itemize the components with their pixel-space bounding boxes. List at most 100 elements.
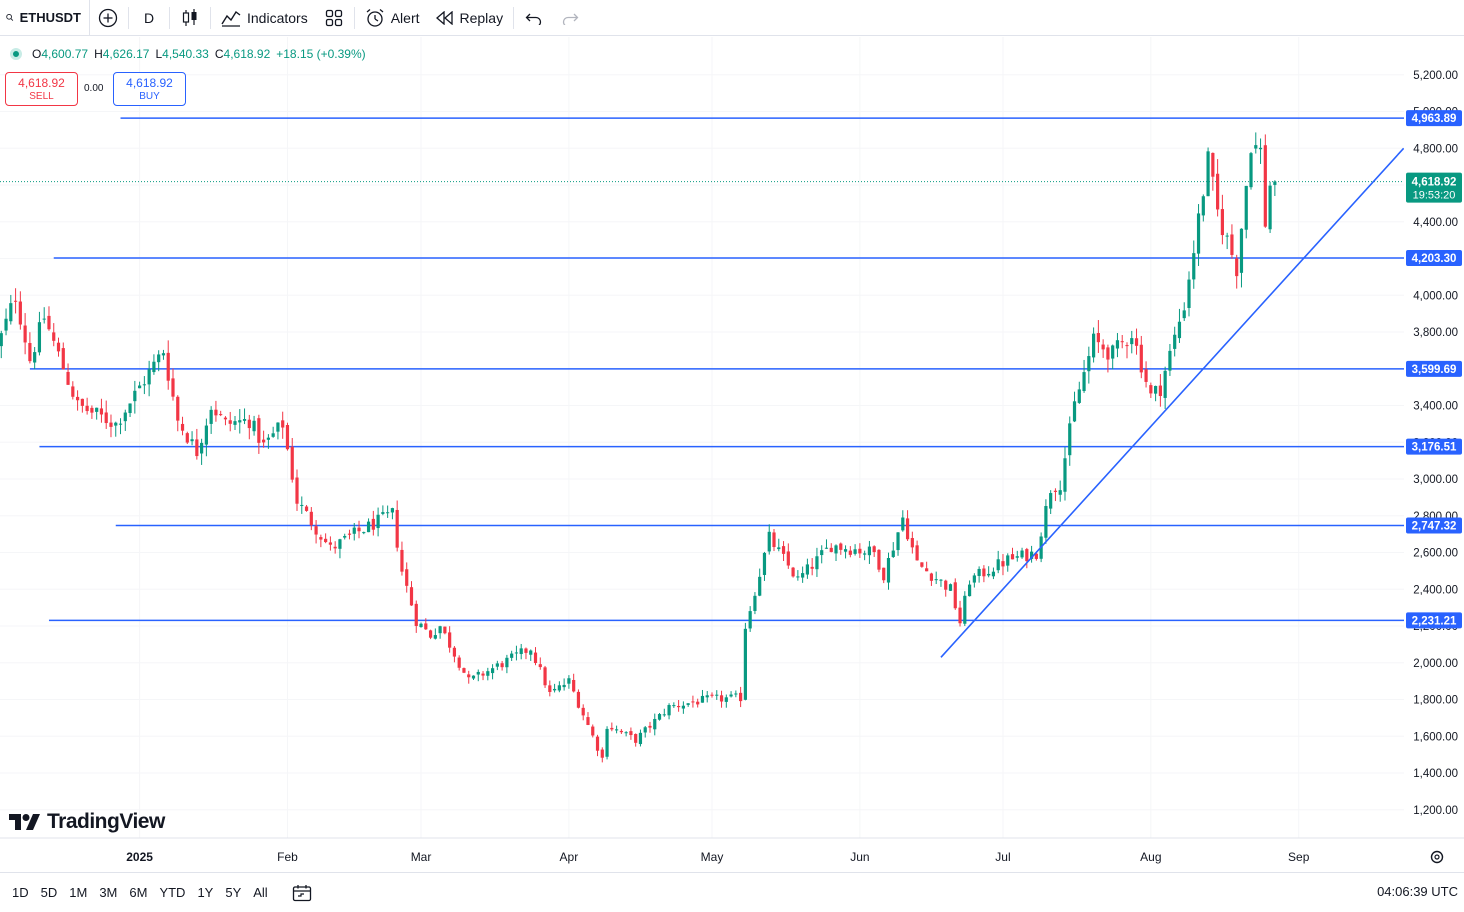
candle [362, 531, 366, 535]
candle [777, 538, 781, 552]
candle [75, 390, 80, 411]
utc-clock[interactable]: 04:06:39 UTC [1377, 884, 1458, 899]
templates-button[interactable] [316, 0, 352, 36]
candle-body [739, 692, 743, 702]
chart-type-button[interactable] [172, 0, 208, 36]
range-6m[interactable]: 6M [129, 885, 148, 900]
candle-body [1015, 556, 1019, 558]
candle-body [1001, 561, 1005, 567]
compare-button[interactable] [90, 0, 126, 36]
candle-body [23, 325, 27, 343]
candle-body [1034, 553, 1038, 559]
time-axis[interactable]: 2025 Feb Mar Apr May Jun Jul Aug Sep [0, 837, 1464, 864]
candle [1244, 185, 1248, 239]
range-5y[interactable]: 5Y [225, 885, 242, 900]
candle [1149, 382, 1153, 399]
candle [405, 562, 409, 593]
candle-body [457, 657, 461, 668]
price-tick-label: 3,400.00 [1413, 401, 1458, 413]
candle-body [209, 409, 213, 424]
candle [1049, 490, 1053, 515]
candle [629, 727, 633, 740]
candle-body [99, 408, 104, 415]
sell-button[interactable]: 4,618.92 SELL [5, 72, 78, 106]
price-axis-bg [1404, 37, 1464, 837]
candle-body [877, 549, 881, 570]
horizontal-levels[interactable] [0, 117, 1404, 622]
range-1m[interactable]: 1M [69, 885, 88, 900]
buy-button[interactable]: 4,618.92 BUY [113, 72, 186, 106]
candle [543, 665, 547, 688]
range-all[interactable]: All [253, 885, 268, 900]
trendline[interactable] [940, 147, 1405, 658]
candle [562, 678, 566, 691]
candle-body [910, 538, 914, 548]
range-1d[interactable]: 1D [12, 885, 29, 900]
level-price-badge [1406, 612, 1462, 629]
candle-body [791, 567, 795, 577]
candle-body [1268, 185, 1272, 230]
interval-label: D [143, 9, 155, 26]
candle [1134, 328, 1139, 355]
candle [400, 541, 404, 576]
price-chart[interactable]: 5,200.005,000.004,800.004,600.004,400.00… [0, 37, 1464, 872]
level-price-badge [1406, 517, 1462, 534]
candle-body [1139, 344, 1143, 373]
candle [1058, 480, 1062, 502]
candle [939, 579, 943, 587]
candle [572, 673, 576, 693]
candle-body [572, 679, 576, 692]
candle-body [147, 369, 151, 385]
candle [1120, 335, 1124, 349]
candle-body [1044, 506, 1048, 538]
sell-price: 4,618.92 [18, 76, 65, 90]
candle-body [138, 385, 142, 389]
candle [743, 622, 747, 701]
redo-button[interactable] [552, 0, 588, 36]
candle-body [324, 538, 328, 543]
candle-body [1163, 370, 1167, 398]
candle-body [605, 728, 609, 757]
candle [428, 629, 433, 640]
candle [295, 469, 299, 511]
settings-gear-icon[interactable] [1430, 850, 1444, 864]
candle-body [1020, 550, 1024, 558]
range-3m[interactable]: 3M [99, 885, 118, 900]
tradingview-logo[interactable]: TradingView [9, 810, 165, 834]
candle [343, 533, 347, 540]
buy-price: 4,618.92 [126, 76, 173, 90]
candle-body [500, 663, 504, 668]
candle [1268, 181, 1272, 233]
symbol-search[interactable]: ETHUSDT [0, 0, 90, 36]
range-1y[interactable]: 1Y [197, 885, 214, 900]
candle [366, 518, 371, 533]
candle-body [462, 668, 466, 673]
candle [891, 542, 895, 559]
candle [390, 507, 395, 520]
candle-body [891, 550, 895, 557]
price-axis[interactable]: 5,200.005,000.004,800.004,600.004,400.00… [1404, 37, 1464, 837]
candle-body [624, 732, 628, 734]
calendar-icon[interactable] [292, 884, 312, 902]
candle-body [476, 671, 480, 675]
indicators-label: Indicators [247, 9, 308, 26]
candle-body [514, 652, 519, 654]
replay-button[interactable]: Replay [428, 0, 512, 36]
candle-body [858, 548, 862, 554]
last-price-label: 4,618.92 [1412, 177, 1457, 189]
open-value: 4,600.77 [41, 47, 89, 61]
candle-body [166, 352, 170, 381]
alert-button[interactable]: Alert [357, 0, 428, 36]
indicators-button[interactable]: Indicators [213, 0, 316, 36]
range-ytd[interactable]: YTD [159, 885, 186, 900]
undo-button[interactable] [516, 0, 552, 36]
candle-body [619, 730, 623, 733]
range-5d[interactable]: 5D [40, 885, 58, 900]
candle-body [705, 695, 709, 698]
candle [23, 313, 27, 355]
candle-body [743, 628, 747, 700]
interval-button[interactable]: D [131, 0, 167, 36]
candle-body [576, 691, 581, 708]
candle [285, 422, 290, 451]
candle [1111, 344, 1115, 370]
